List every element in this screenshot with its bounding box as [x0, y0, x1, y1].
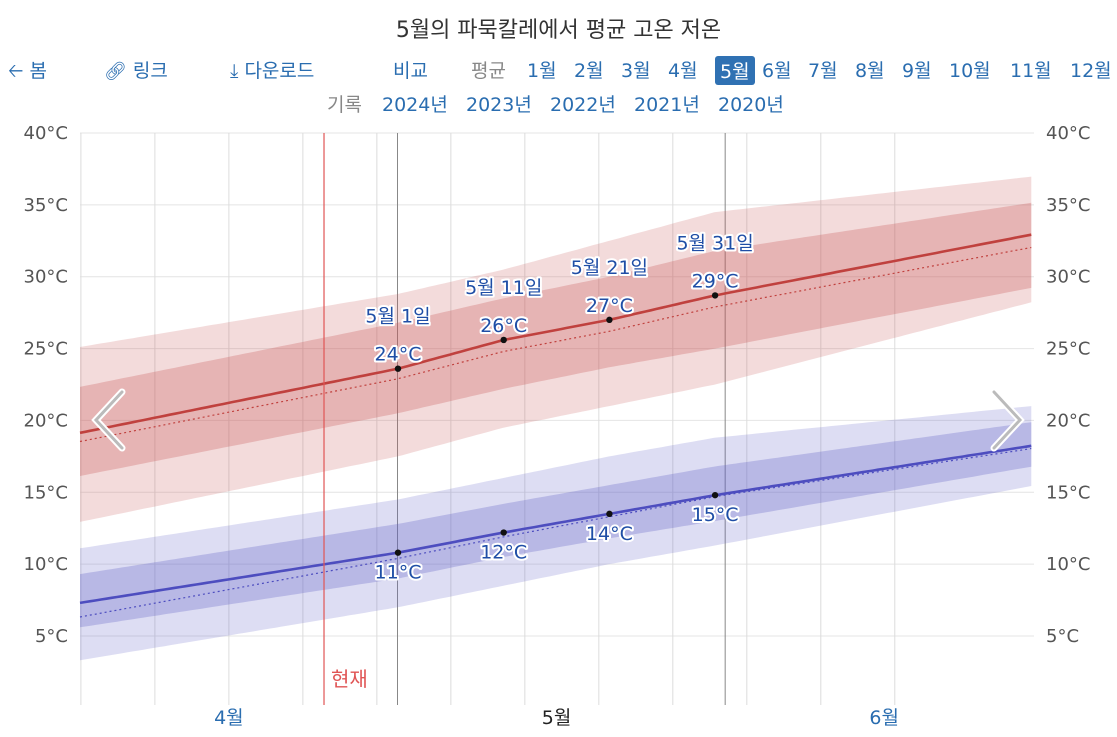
month-link-10[interactable]: 10월 [949, 60, 991, 82]
link-icon: 🔗︎ [104, 61, 127, 82]
date-label: 5월 31일 [676, 232, 753, 254]
data-point [711, 491, 719, 499]
y-tick-label-right: 25°C [1046, 339, 1090, 360]
month-link-3[interactable]: 3월 [621, 60, 651, 82]
date-label: 5월 11일 [465, 277, 542, 299]
y-tick-label-left: 20°C [24, 410, 68, 431]
link-button[interactable]: 🔗︎ 링크 [104, 56, 168, 83]
year-link-2023[interactable]: 2023년 [466, 94, 532, 116]
download-button[interactable]: ⤓ 다운로드 [230, 56, 314, 83]
average-label: 평균 [471, 60, 506, 82]
arrow-left-icon: 🡠 [8, 60, 24, 82]
now-label: 현재 [331, 667, 368, 691]
data-point [606, 510, 613, 518]
value-label: 29°C [692, 270, 739, 292]
y-tick-label-left: 15°C [24, 482, 68, 503]
download-icon: ⤓ [230, 60, 239, 82]
value-label: 11°C [375, 562, 422, 584]
page-title: 5월의 파묵칼레에서 평균 고온 저온 [395, 18, 722, 43]
y-tick-label-left: 35°C [24, 195, 68, 216]
y-tick-label-right: 15°C [1046, 482, 1090, 503]
y-tick-label-right: 35°C [1046, 195, 1090, 216]
month-link-2[interactable]: 2월 [574, 60, 604, 82]
data-point [394, 365, 402, 372]
value-label: 12°C [480, 542, 527, 564]
data-point [711, 292, 719, 299]
month-link-6[interactable]: 6월 [762, 60, 792, 82]
history-row: 기록 2024년 2023년 2022년 2021년 2020년 [0, 90, 1117, 118]
data-point [500, 336, 507, 344]
x-month-label: 5월 [542, 707, 572, 729]
low-prev-year-line [79, 447, 1032, 618]
high-prev-year-line [79, 246, 1032, 443]
month-link-5[interactable]: 5월 [715, 56, 755, 85]
chevron-right-icon[interactable] [992, 390, 1023, 450]
low-mean-line [79, 444, 1032, 605]
high-band-10-90 [80, 176, 1032, 522]
date-label: 5월 1일 [365, 306, 430, 328]
y-tick-label-left: 5°C [35, 626, 68, 647]
low-band-10-90 [80, 406, 1032, 661]
link-label: 링크 [132, 60, 168, 82]
x-month-label: 6월 [869, 707, 899, 729]
y-tick-label-right: 5°C [1046, 626, 1079, 647]
y-tick-label-right: 20°C [1046, 410, 1090, 431]
x-month-label: 4월 [214, 707, 244, 729]
month-link-7[interactable]: 7월 [808, 60, 838, 82]
y-tick-label-right: 40°C [1046, 123, 1090, 144]
nav-bar: 🡠 봄 🔗︎ 링크 ⤓ 다운로드 비교 평균 1월 2월 3월 4월 5월 6월 7월 8월 9… [0, 56, 1117, 85]
high-band-25-75 [80, 202, 1032, 477]
data-point [394, 549, 402, 556]
data-point [500, 529, 507, 536]
month-link-11[interactable]: 11월 [1010, 60, 1052, 82]
value-label: 24°C [375, 344, 422, 366]
y-tick-label-right: 30°C [1046, 267, 1090, 288]
back-link[interactable]: 🡠 봄 [8, 56, 47, 89]
back-label: 봄 [29, 60, 47, 82]
y-tick-label-left: 30°C [24, 267, 68, 288]
date-label: 5월 21일 [571, 257, 648, 279]
y-tick-label-left: 25°C [24, 339, 68, 360]
y-tick-label-left: 10°C [24, 554, 68, 575]
value-label: 15°C [692, 504, 739, 526]
value-label: 27°C [586, 295, 633, 317]
month-link-4[interactable]: 4월 [668, 60, 698, 82]
month-link-8[interactable]: 8월 [855, 60, 885, 82]
y-tick-label-right: 10°C [1046, 554, 1090, 575]
download-label: 다운로드 [244, 60, 315, 82]
year-link-2024[interactable]: 2024년 [382, 94, 448, 116]
chevron-left-icon[interactable] [93, 390, 124, 450]
year-link-2021[interactable]: 2021년 [634, 94, 700, 116]
value-label: 26°C [480, 315, 527, 337]
low-band-25-75 [80, 422, 1032, 628]
year-link-2022[interactable]: 2022년 [550, 94, 616, 116]
compare-link[interactable]: 비교 [393, 60, 428, 82]
month-link-12[interactable]: 12월 [1070, 60, 1112, 82]
month-link-1[interactable]: 1월 [527, 60, 557, 82]
year-link-2020[interactable]: 2020년 [718, 94, 784, 116]
history-label: 기록 [327, 94, 362, 116]
month-link-9[interactable]: 9월 [902, 60, 932, 82]
value-label: 14°C [586, 523, 633, 545]
y-tick-label-left: 40°C [24, 123, 68, 144]
high-mean-line [79, 233, 1032, 435]
data-point [606, 316, 613, 324]
